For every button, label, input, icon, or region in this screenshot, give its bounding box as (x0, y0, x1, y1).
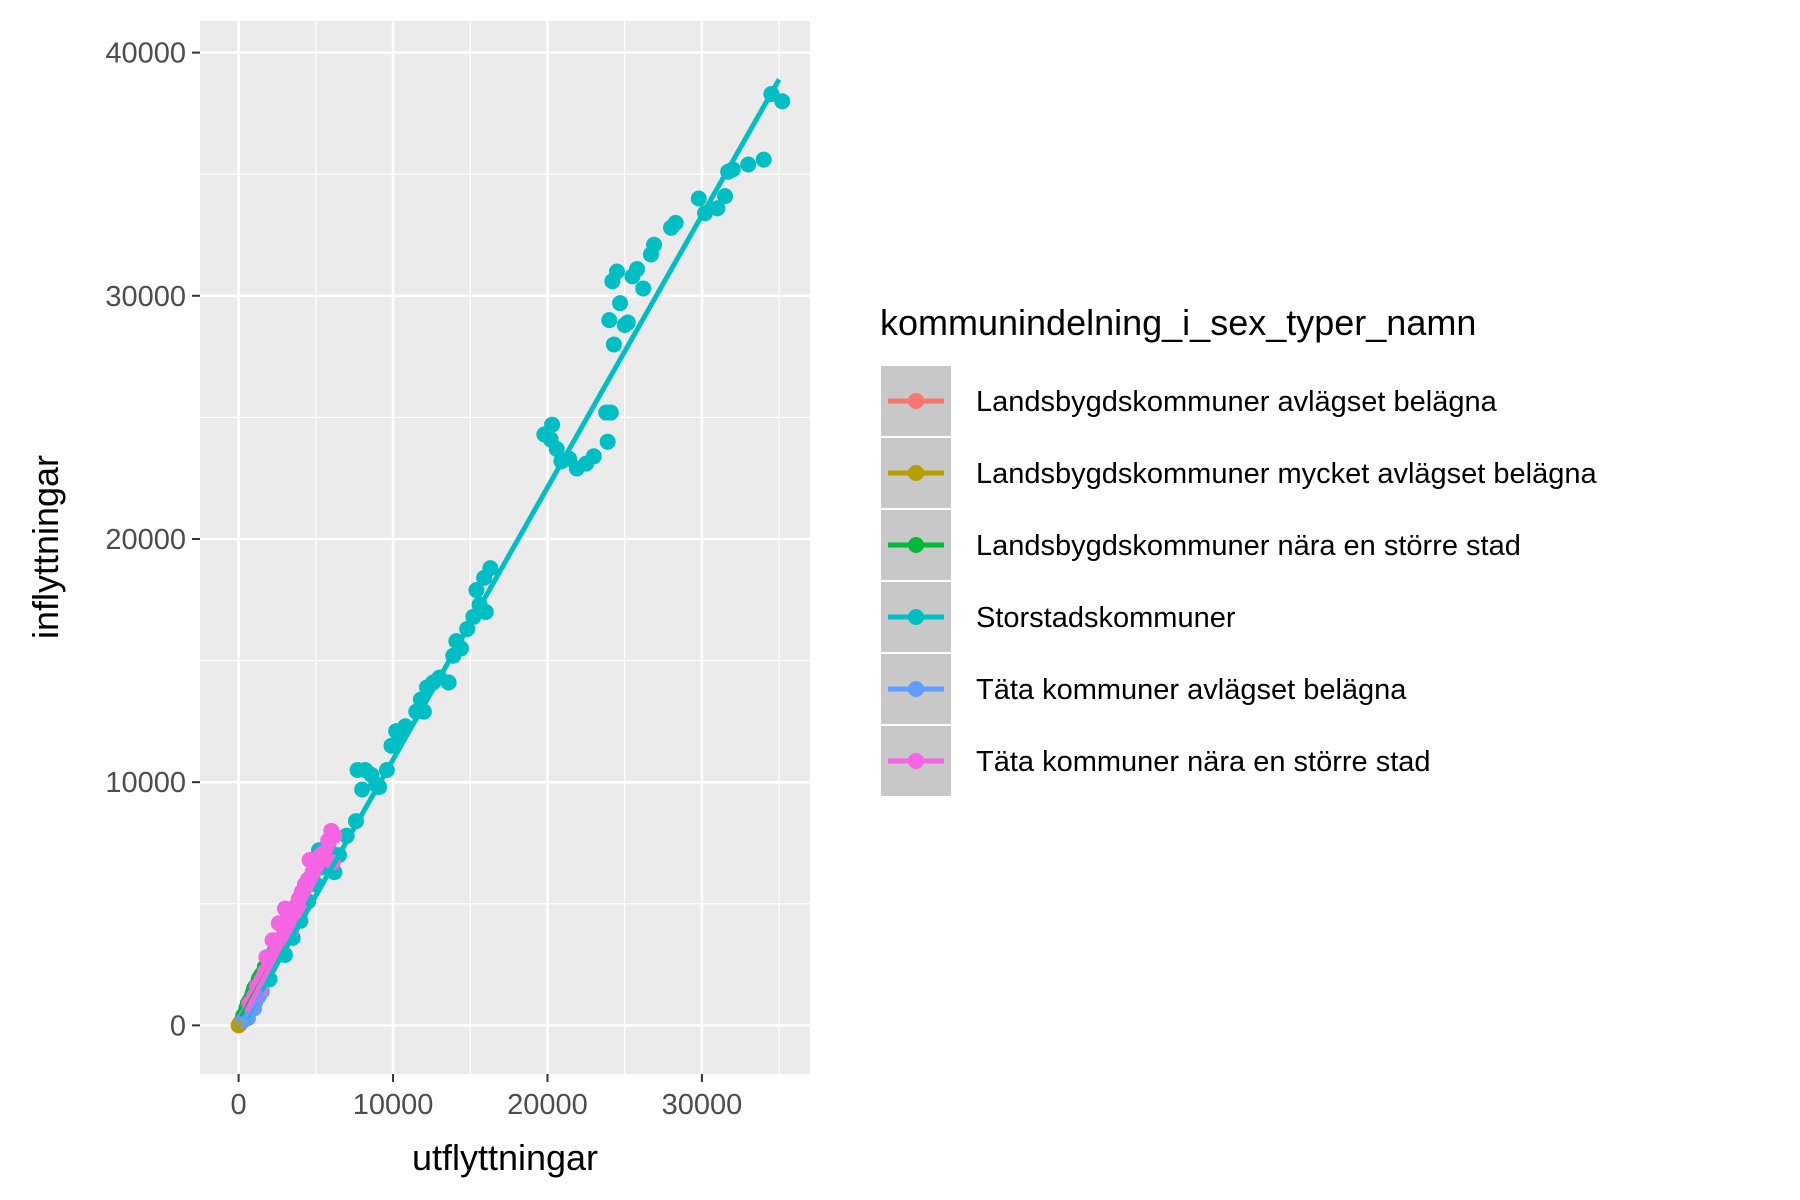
data-point (755, 151, 772, 168)
legend-key-point (908, 465, 924, 481)
data-point (717, 188, 734, 205)
legend-label: Landsbygdskommuner avlägset belägna (976, 386, 1498, 418)
data-point (585, 448, 602, 465)
axes: 0 10000 20000 30000 0 10000 20000 30000 40000 (105, 38, 742, 1121)
legend-item: Täta kommuner nära en större stad (879, 724, 1431, 798)
data-point (601, 312, 618, 329)
data-point (602, 404, 619, 421)
y-tick-label: 0 (170, 1010, 186, 1042)
legend-label: Storstadskommuner (976, 602, 1236, 634)
y-tick-label: 20000 (105, 524, 186, 556)
y-tick-label: 30000 (105, 281, 186, 313)
legend-label: Täta kommuner avlägset belägna (976, 674, 1407, 706)
data-point (276, 900, 293, 917)
legend-label: Landsbygdskommuner nära en större stad (976, 530, 1521, 562)
fit-line (244, 78, 782, 1020)
fit-lines (236, 78, 782, 1027)
x-tick-label: 0 (231, 1089, 247, 1121)
data-point (608, 263, 625, 280)
legend-title: kommunindelning_i_sex_typer_namn (880, 302, 1476, 343)
data-point (264, 932, 281, 949)
y-tick-label: 10000 (105, 767, 186, 799)
legend: Landsbygdskommuner avlägset belägna Lands… (879, 364, 1597, 798)
data-point (468, 582, 485, 599)
data-point (544, 416, 561, 433)
x-tick-label: 10000 (353, 1089, 434, 1121)
legend-key-point (908, 393, 924, 409)
data-point (616, 316, 633, 333)
legend-key-point (908, 681, 924, 697)
y-tick-label: 40000 (105, 38, 186, 70)
data-point (270, 915, 287, 932)
data-point (612, 295, 629, 312)
legend-item: Landsbygdskommuner nära en större stad (879, 508, 1521, 582)
data-point (354, 781, 371, 798)
data-point (635, 280, 652, 297)
legend-label: Landsbygdskommuner mycket avlägset beläg… (976, 458, 1597, 490)
legend-key-point (908, 537, 924, 553)
data-point (349, 762, 366, 779)
data-point (440, 674, 457, 691)
legend-label: Täta kommuner nära en större stad (976, 746, 1431, 778)
legend-item: Landsbygdskommuner mycket avlägset beläg… (879, 436, 1597, 510)
x-axis-title: utflyttningar (412, 1137, 598, 1178)
data-point (709, 200, 726, 217)
data-point (690, 190, 707, 207)
fit-line (244, 841, 337, 1014)
data-point (667, 214, 684, 231)
legend-item: Täta kommuner avlägset belägna (879, 652, 1407, 726)
data-point (599, 433, 616, 450)
y-axis-title: inflyttningar (25, 455, 66, 639)
legend-key-point (908, 753, 924, 769)
data-point (542, 431, 559, 448)
data-point (629, 261, 646, 278)
data-point (774, 93, 791, 110)
data-point (482, 560, 499, 577)
x-tick-label: 20000 (507, 1089, 588, 1121)
data-point (740, 156, 757, 173)
legend-item: Landsbygdskommuner avlägset belägna (879, 364, 1498, 438)
data-point (646, 236, 663, 253)
legend-item: Storstadskommuner (879, 580, 1236, 654)
legend-key-point (908, 609, 924, 625)
data-point (326, 827, 343, 844)
x-tick-label: 30000 (662, 1089, 743, 1121)
data-point (605, 336, 622, 353)
